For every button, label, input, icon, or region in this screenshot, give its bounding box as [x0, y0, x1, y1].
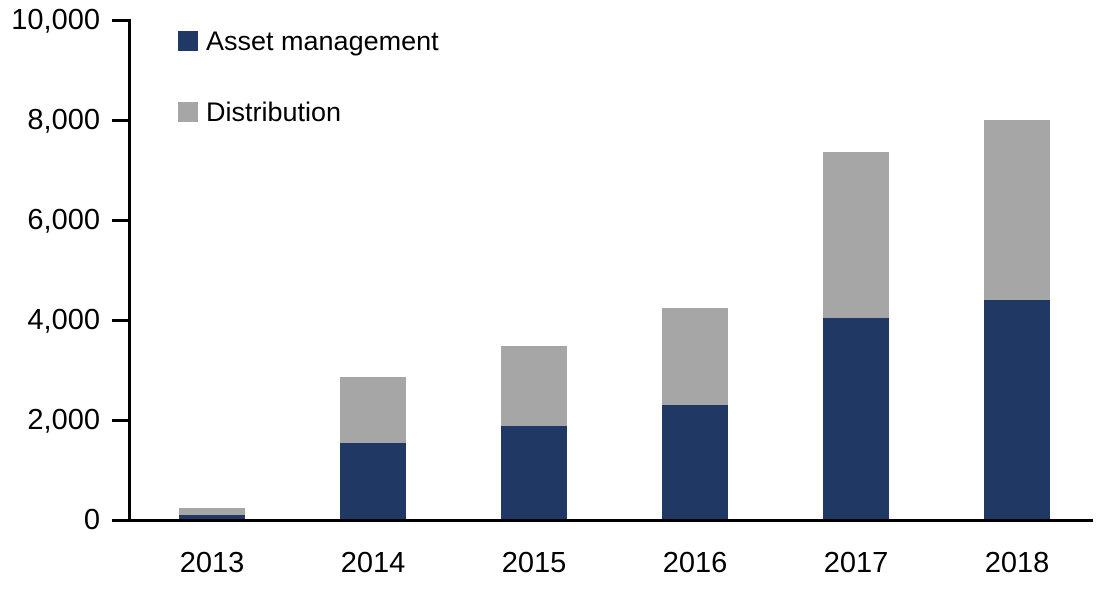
legend-item-distribution: Distribution [178, 97, 439, 127]
bar-2014-distribution-segment [340, 377, 406, 443]
bar-2017-distribution-segment [823, 152, 889, 318]
x-axis-label-2015: 2015 [501, 547, 567, 579]
x-axis-label-2017: 2017 [823, 547, 889, 579]
x-axis-label-2018: 2018 [984, 547, 1050, 579]
bar-2014-asset-management-segment [340, 443, 406, 520]
legend-label-asset-management: Asset management [206, 26, 439, 56]
y-axis-tick [112, 319, 131, 322]
bar-2013-asset-management-segment [179, 514, 245, 520]
x-axis-label-2016: 2016 [662, 547, 728, 579]
legend-label-distribution: Distribution [206, 97, 342, 127]
bar-2016-distribution-segment [662, 308, 728, 405]
bar-2017-asset-management-segment [823, 318, 889, 520]
bar-2013-distribution-segment [179, 508, 245, 515]
x-axis-label-2014: 2014 [340, 547, 406, 579]
bar-2016-asset-management-segment [662, 405, 728, 520]
y-axis-tick-label: 4,000 [27, 304, 100, 336]
y-axis-tick [112, 119, 131, 122]
y-axis-line [128, 19, 131, 522]
legend-swatch-distribution [178, 102, 198, 122]
x-axis-label-2013: 2013 [179, 547, 245, 579]
y-axis-tick-label: 0 [83, 504, 100, 536]
legend-item-asset-management: Asset management [178, 26, 439, 56]
y-axis-tick [112, 19, 131, 22]
y-axis-tick [112, 219, 131, 222]
bar-2018-asset-management-segment [984, 300, 1050, 520]
y-axis-tick-label: 2,000 [27, 404, 100, 436]
bar-2015-distribution-segment [501, 346, 567, 426]
bar-2015-asset-management-segment [501, 426, 567, 520]
chart-legend: Asset management Distribution [178, 26, 439, 127]
x-axis-line [112, 519, 1093, 522]
y-axis-tick-label: 8,000 [27, 104, 100, 136]
y-axis-tick-label: 10,000 [11, 4, 100, 36]
y-axis-tick-label: 6,000 [27, 204, 100, 236]
legend-swatch-asset-management [178, 31, 198, 51]
y-axis-tick [112, 419, 131, 422]
bar-2018-distribution-segment [984, 120, 1050, 300]
